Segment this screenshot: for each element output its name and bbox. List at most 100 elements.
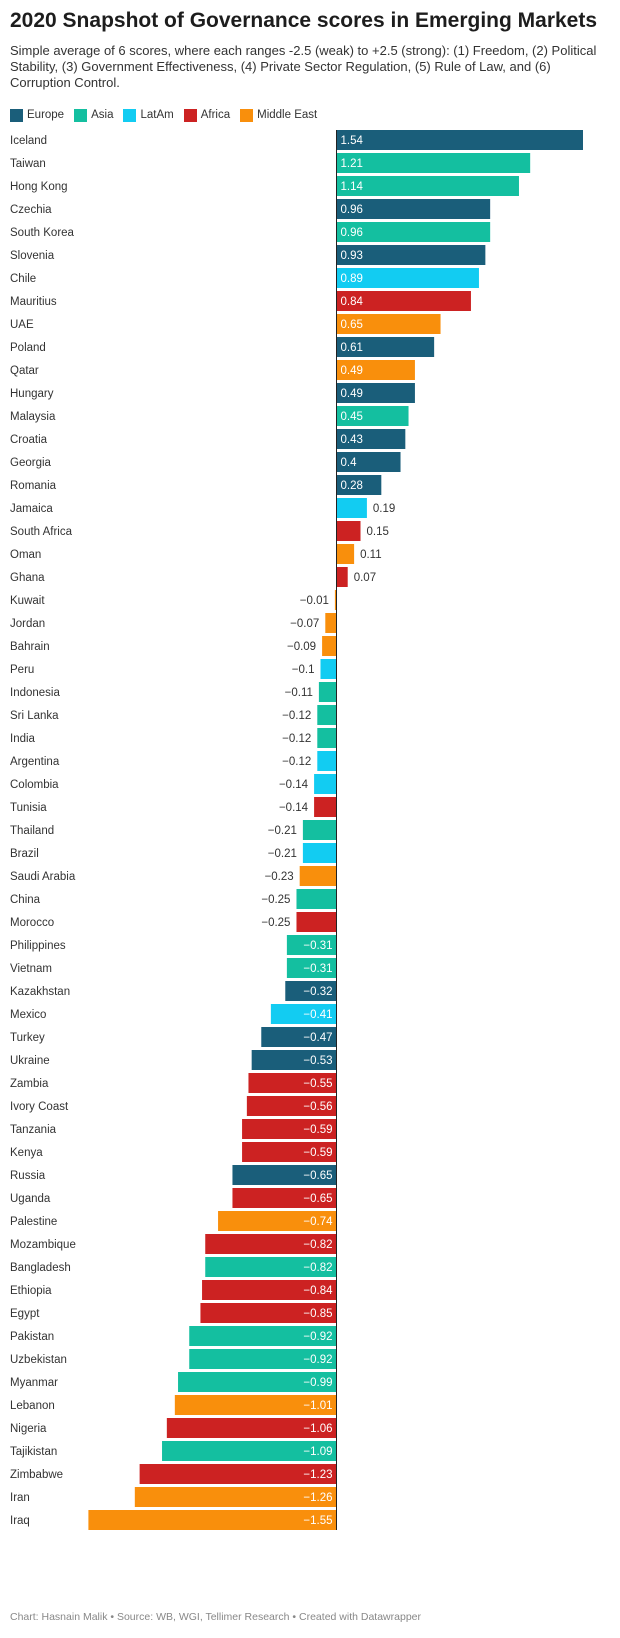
category-label-jamaica: Jamaica (10, 503, 53, 515)
value-label-peru: −0.1 (292, 664, 315, 676)
legend-item-europe: Europe (10, 107, 64, 123)
bar-mauritius (336, 291, 471, 311)
footer-chart-by: Chart: Hasnain Malik (10, 1611, 108, 1623)
category-label-thailand: Thailand (10, 825, 54, 837)
category-label-pakistan: Pakistan (10, 1331, 54, 1343)
value-label-tajikistan: −1.09 (303, 1446, 332, 1458)
category-label-uganda: Uganda (10, 1193, 51, 1205)
bar-uae (336, 314, 441, 334)
category-label-bangladesh: Bangladesh (10, 1262, 71, 1274)
bar-ivory-coast (246, 1096, 337, 1116)
bar-jordan (325, 613, 337, 633)
value-label-mexico: −0.41 (303, 1009, 332, 1021)
value-label-india: −0.12 (282, 733, 311, 745)
category-label-uzbekistan: Uzbekistan (10, 1354, 67, 1366)
bar-peru (320, 659, 337, 679)
category-label-lebanon: Lebanon (10, 1400, 55, 1412)
bar-hong-kong (336, 176, 519, 196)
category-label-vietnam: Vietnam (10, 963, 52, 975)
value-label-zimbabwe: −1.23 (303, 1469, 332, 1481)
category-label-tunisia: Tunisia (10, 802, 47, 814)
bar-india (317, 728, 337, 748)
value-label-lebanon: −1.01 (303, 1400, 332, 1412)
bar-croatia (336, 429, 406, 449)
category-label-iran: Iran (10, 1492, 30, 1504)
value-label-ethiopia: −0.84 (303, 1285, 333, 1297)
value-label-iceland: 1.54 (341, 135, 364, 147)
value-label-qatar: 0.49 (341, 365, 363, 377)
category-label-zambia: Zambia (10, 1078, 49, 1090)
value-label-czechia: 0.96 (341, 204, 363, 216)
bar-slovenia (336, 245, 486, 265)
category-label-colombia: Colombia (10, 779, 59, 791)
value-label-ghana: 0.07 (354, 572, 376, 584)
bar-tanzania (242, 1119, 337, 1139)
category-label-mauritius: Mauritius (10, 296, 57, 308)
legend-item-latam: LatAm (123, 107, 174, 123)
category-label-hong-kong: Hong Kong (10, 181, 68, 193)
value-label-colombia: −0.14 (279, 779, 309, 791)
footer-separator: • (107, 1611, 117, 1623)
value-label-russia: −0.65 (303, 1170, 332, 1182)
bar-indonesia (318, 682, 337, 702)
value-label-china: −0.25 (261, 894, 290, 906)
legend: Europe Asia LatAm Africa Middle East (10, 107, 317, 123)
category-label-tanzania: Tanzania (10, 1124, 57, 1136)
bar-kazakhstan (285, 981, 337, 1001)
bar-morocco (296, 912, 337, 932)
bar-nigeria (166, 1418, 337, 1438)
category-label-india: India (10, 733, 36, 745)
value-label-iran: −1.26 (303, 1492, 332, 1504)
value-label-south-africa: 0.15 (367, 526, 389, 538)
bar-bangladesh (205, 1257, 337, 1277)
category-label-oman: Oman (10, 549, 41, 561)
bar-zambia (248, 1073, 337, 1093)
legend-label-middle-east: Middle East (257, 109, 318, 121)
bar-oman (336, 544, 355, 564)
legend-item-asia: Asia (74, 107, 113, 123)
value-label-slovenia: 0.93 (341, 250, 363, 262)
bar-lebanon (174, 1395, 337, 1415)
category-label-philippines: Philippines (10, 940, 66, 952)
category-label-peru: Peru (10, 664, 34, 676)
bar-chart: Iceland 1.54 Taiwan 1.21 Hong Kong 1.14 Czechi… (10, 130, 583, 1530)
bar-uganda (232, 1188, 337, 1208)
bar-tajikistan (162, 1441, 337, 1461)
chart-subtitle: Simple average of 6 scores, where each r… (10, 43, 597, 90)
category-label-zimbabwe: Zimbabwe (10, 1469, 63, 1481)
value-label-indonesia: −0.11 (285, 687, 313, 699)
category-label-kenya: Kenya (10, 1147, 43, 1159)
category-label-argentina: Argentina (10, 756, 60, 768)
category-label-saudi-arabia: Saudi Arabia (10, 871, 76, 883)
value-label-south-korea: 0.96 (341, 227, 363, 239)
value-label-nigeria: −1.06 (303, 1423, 332, 1435)
value-label-hong-kong: 1.14 (341, 181, 364, 193)
bar-colombia (314, 774, 337, 794)
value-label-bangladesh: −0.82 (303, 1262, 332, 1274)
value-label-oman: 0.11 (360, 549, 382, 561)
value-label-morocco: −0.25 (261, 917, 290, 929)
value-label-iraq: −1.55 (303, 1515, 332, 1527)
bar-qatar (336, 360, 415, 380)
bar-poland (336, 337, 435, 357)
category-label-myanmar: Myanmar (10, 1377, 58, 1389)
value-label-jamaica: 0.19 (373, 503, 395, 515)
category-label-czechia: Czechia (10, 204, 52, 216)
category-label-russia: Russia (10, 1170, 46, 1182)
legend-label-africa: Africa (200, 109, 231, 121)
category-label-taiwan: Taiwan (10, 158, 46, 170)
legend-label-europe: Europe (27, 109, 65, 121)
category-label-croatia: Croatia (10, 434, 48, 446)
value-label-sri-lanka: −0.12 (282, 710, 311, 722)
legend-swatch-middle-east (240, 108, 254, 122)
value-label-ukraine: −0.53 (303, 1055, 332, 1067)
bar-georgia (336, 452, 401, 472)
legend-swatch-asia (74, 108, 88, 122)
bar-mexico (270, 1004, 337, 1024)
bar-thailand (302, 820, 337, 840)
value-label-vietnam: −0.31 (303, 963, 332, 975)
value-label-kenya: −0.59 (303, 1147, 332, 1159)
value-label-tunisia: −0.14 (279, 802, 309, 814)
value-label-uganda: −0.65 (303, 1193, 332, 1205)
category-label-iceland: Iceland (10, 135, 47, 147)
